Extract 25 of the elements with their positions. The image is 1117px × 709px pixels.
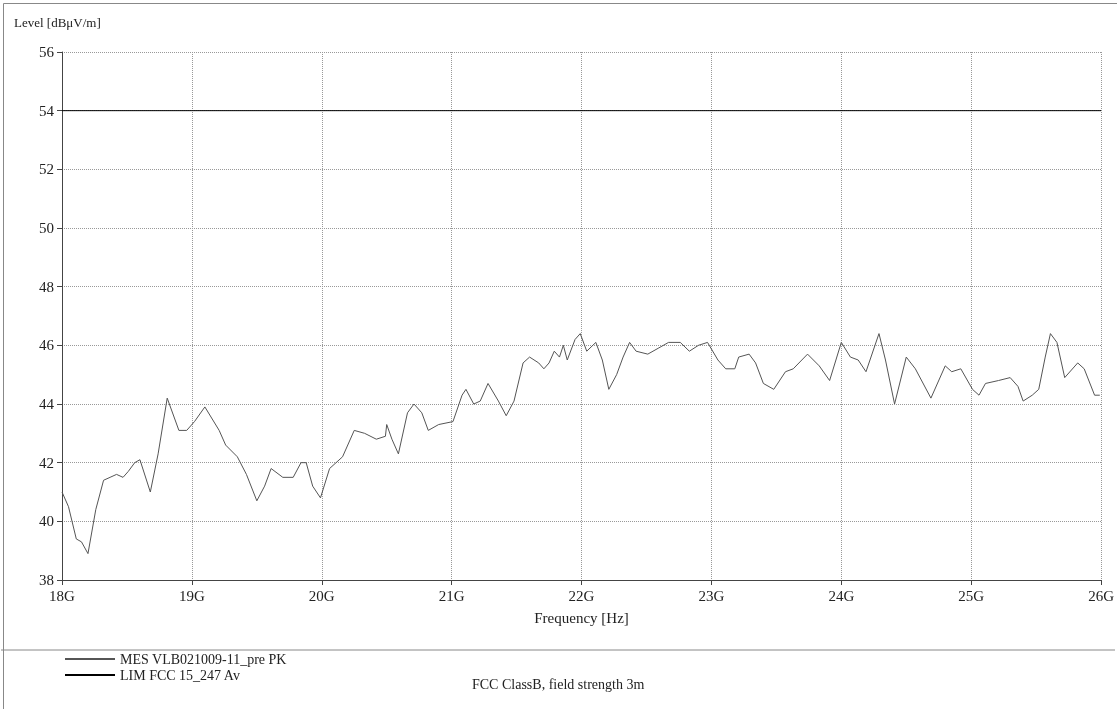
y-axis-title: Level [dBμV/m] <box>14 15 101 30</box>
legend-label: MES VLB021009-11_pre PK <box>120 651 287 667</box>
y-tick-label: 54 <box>39 102 55 119</box>
x-tick-label: 18G <box>49 587 76 604</box>
y-tick-label: 46 <box>39 337 55 354</box>
x-tick-label: 24G <box>828 587 855 604</box>
y-tick-label: 38 <box>39 572 54 588</box>
y-tick-label: 52 <box>39 161 54 178</box>
x-tick-label: 22G <box>568 587 595 604</box>
y-tick-label: 40 <box>39 513 54 530</box>
legend-label: LIM FCC 15_247 Av <box>120 667 240 683</box>
y-tick-label: 50 <box>39 220 54 236</box>
x-tick-label: 21G <box>438 587 465 604</box>
y-tick-label: 56 <box>39 44 55 60</box>
x-tick-label: 25G <box>958 587 985 604</box>
y-tick-label: 44 <box>39 396 55 412</box>
text: FCC ClassB, field strength 3m <box>472 676 645 692</box>
x-tick-label: 20G <box>308 587 335 604</box>
line-series <box>61 333 1101 555</box>
x-tick-label: 19G <box>178 587 205 604</box>
y-tick-label: 42 <box>39 454 54 471</box>
y-tick-label: 48 <box>39 278 54 295</box>
x-tick-label: 23G <box>698 587 725 604</box>
x-tick-label: 26G <box>1088 587 1115 604</box>
x-axis-title: Frequency [Hz] <box>534 609 629 626</box>
